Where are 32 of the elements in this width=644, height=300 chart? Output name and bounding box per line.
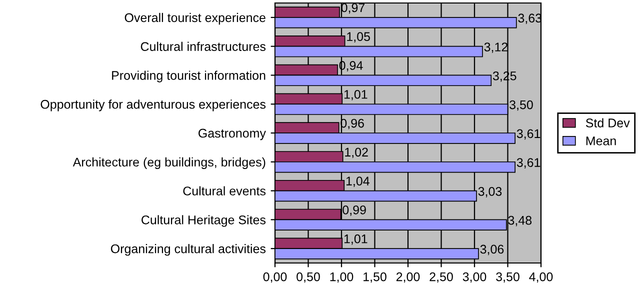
y-tick-label: Opportunity for adventurous experiences: [40, 100, 266, 112]
data-label: 1,04: [346, 176, 370, 187]
data-label: 1,01: [344, 90, 368, 100]
legend-label: Mean: [586, 136, 616, 146]
data-label: 1,02: [345, 148, 368, 158]
x-tick-label: 1,50: [364, 272, 386, 283]
data-label: 3,61: [516, 158, 540, 168]
y-tick-label: Cultural infrastructures: [140, 42, 266, 51]
x-tick-label: 0,00: [263, 272, 287, 283]
data-label: 1,05: [347, 32, 370, 42]
data-label: 3,50: [510, 100, 533, 111]
data-label: 0,97: [341, 3, 365, 14]
x-tick-label: 3,00: [462, 272, 486, 283]
data-label: 3,03: [478, 187, 502, 198]
x-tick-label: 2,50: [430, 272, 453, 283]
y-tick-label: Architecture (eg buildings, bridges): [72, 157, 266, 170]
x-tick-label: 1,00: [330, 272, 354, 283]
data-label: 0,99: [342, 206, 366, 216]
data-label: 3,06: [480, 244, 504, 256]
y-tick-label: Cultural events: [183, 186, 266, 196]
y-tick-label: Organizing cultural activities: [110, 244, 266, 256]
y-tick-label: Providing tourist information: [112, 70, 266, 82]
y-tick-label: Gastronomy: [198, 128, 266, 140]
x-tick-label: 2,00: [396, 272, 420, 283]
data-label: 3,61: [516, 129, 540, 140]
x-tick-label: 3,50: [496, 272, 520, 283]
x-tick-label: 0,50: [296, 272, 320, 283]
y-tick-label: Cultural Heritage Sites: [142, 215, 266, 227]
x-tick-label: 4,00: [529, 272, 553, 283]
data-label: 1,01: [344, 234, 368, 245]
legend-label: Std Dev: [586, 118, 630, 128]
y-tick-label: Overall tourist experience: [124, 12, 266, 25]
